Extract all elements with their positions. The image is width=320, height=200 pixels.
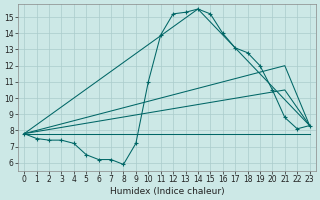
X-axis label: Humidex (Indice chaleur): Humidex (Indice chaleur) (109, 187, 224, 196)
